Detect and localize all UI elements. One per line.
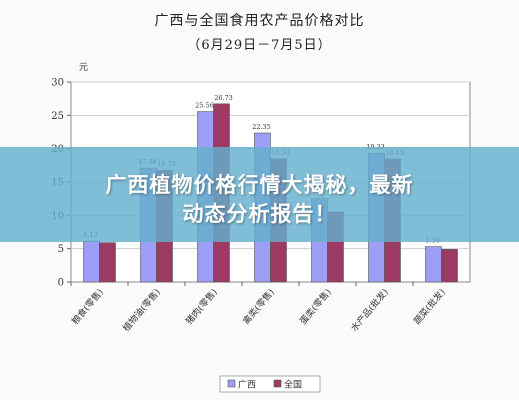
x-tick-label: 植物油(零售) (120, 286, 163, 334)
y-tick-label: 25 (51, 111, 64, 122)
chart-subtitle: （6月29日－7月5日） (187, 38, 332, 53)
y-tick-label: 0 (58, 278, 64, 289)
bar (99, 242, 116, 283)
data-label: 26.73 (214, 94, 233, 102)
banner-headline-line-2: 动态分析报告！ (182, 202, 337, 226)
bar (441, 249, 458, 283)
x-tick-label: 猪肉(零售) (183, 286, 220, 327)
chart-title: 广西与全国食用农产品价格对比 (154, 13, 365, 29)
data-label: 22.35 (252, 123, 271, 131)
y-tick-label: 5 (58, 244, 64, 255)
legend-swatch (227, 379, 236, 388)
y-tick-label: 30 (51, 78, 64, 89)
x-tick-label: 蛋类(零售) (297, 286, 334, 327)
legend-label: 全国 (284, 379, 302, 391)
bar (83, 240, 100, 283)
legend-swatch (273, 379, 282, 388)
x-tick-label: 水产品(批发) (348, 286, 391, 334)
x-tick-label: 蔬菜(批发) (411, 286, 448, 327)
headline-banner: 广西植物价格行情大揭秘，最新 动态分析报告！ (0, 147, 519, 242)
y-axis-label: 元 (79, 63, 88, 73)
bar (425, 246, 442, 283)
banner-headline-line-1: 广西植物价格行情大揭秘，最新 (105, 173, 414, 197)
data-label: 25.56 (195, 102, 214, 110)
legend-label: 广西 (238, 379, 256, 391)
x-tick-label: 粮食(零售) (69, 286, 106, 327)
legend-box (219, 375, 321, 393)
x-tick-label: 禽类(零售) (240, 286, 277, 327)
